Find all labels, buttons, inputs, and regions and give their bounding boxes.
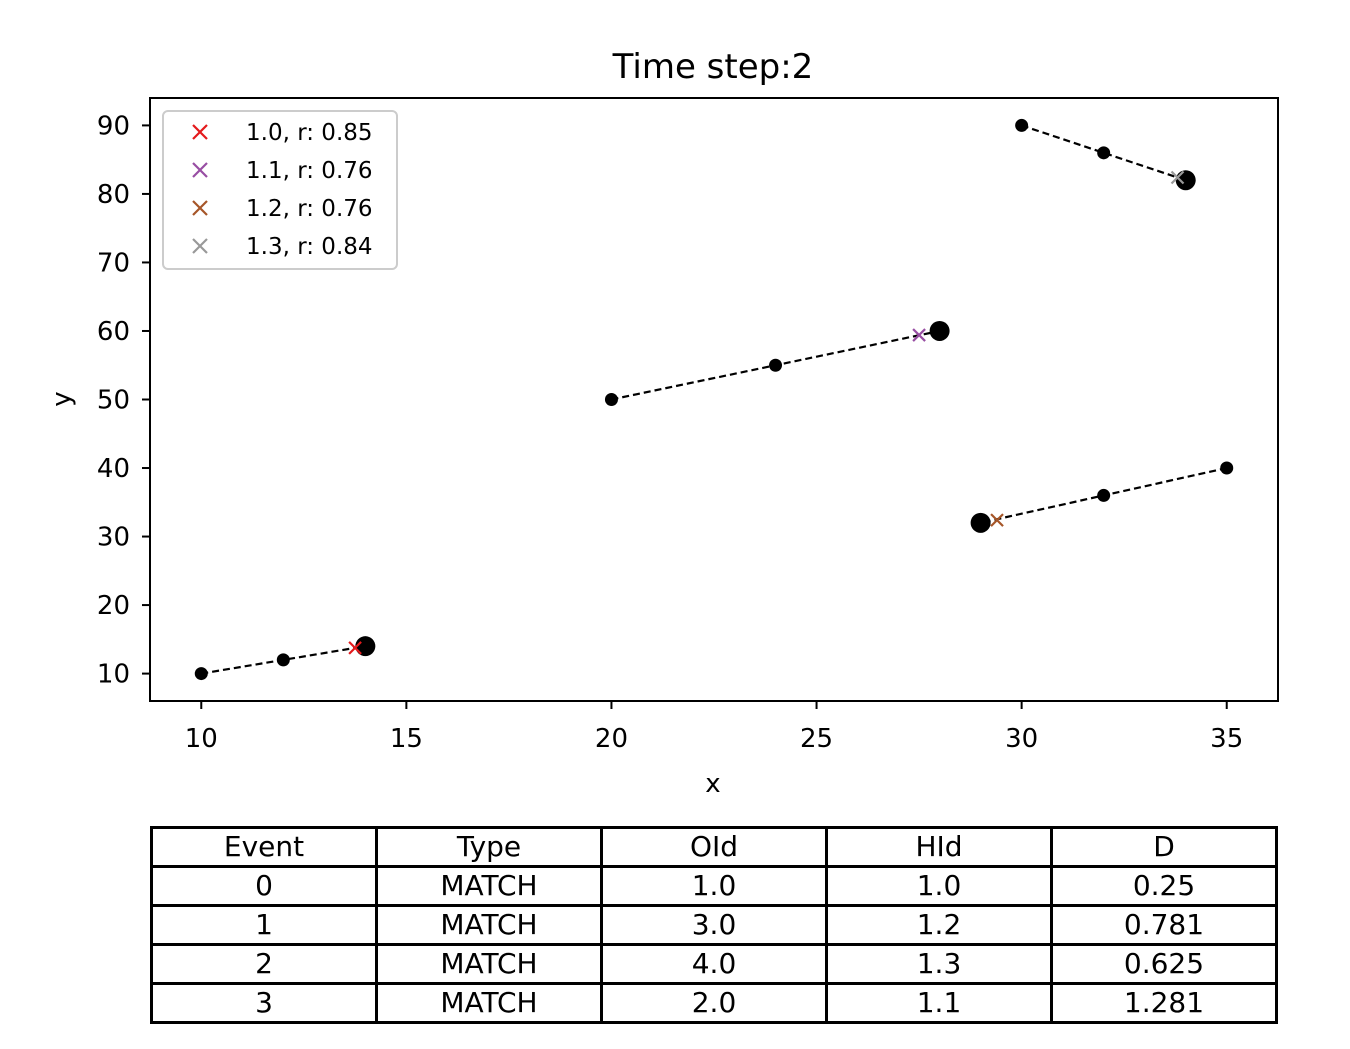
table-header-cell: D bbox=[1050, 826, 1278, 868]
track-point bbox=[1220, 461, 1234, 475]
x-axis-label: x bbox=[705, 769, 720, 799]
plot-frame bbox=[149, 97, 1279, 702]
table-cell: 0 bbox=[150, 865, 378, 907]
x-tick-label: 25 bbox=[800, 724, 833, 754]
legend-label: 1.3, r: 0.84 bbox=[246, 234, 373, 260]
table-cell: 0.625 bbox=[1050, 943, 1278, 985]
x-tick-label: 30 bbox=[1005, 724, 1038, 754]
y-tick-label: 70 bbox=[97, 248, 130, 278]
track-point bbox=[769, 358, 783, 372]
table-cell: 3.0 bbox=[600, 904, 828, 946]
y-tick-label: 50 bbox=[97, 386, 130, 416]
chart: Time step:2 x y 10 15 20 25 30 35 10 20 30 40 50 6… bbox=[47, 47, 1279, 799]
table-row: 1 MATCH 3.0 1.2 0.781 bbox=[150, 904, 1278, 946]
legend: 1.0, r: 0.85 1.1, r: 0.76 1.2, r: 0.76 1.3,… bbox=[162, 110, 398, 270]
chart-title: Time step:2 bbox=[612, 47, 814, 87]
table-header-cell: Event bbox=[150, 826, 378, 868]
table-row: 0 MATCH 1.0 1.0 0.25 bbox=[150, 865, 1278, 907]
y-tick-label: 80 bbox=[97, 180, 130, 210]
table-cell: 1.3 bbox=[825, 943, 1053, 985]
track-point bbox=[604, 393, 618, 406]
table-cell: 1.0 bbox=[825, 865, 1053, 907]
y-tick-label: 20 bbox=[97, 591, 130, 621]
table-header-cell: Type bbox=[375, 826, 603, 868]
legend-box bbox=[162, 110, 398, 270]
y-tick-label: 30 bbox=[97, 523, 130, 553]
x-tick-label: 35 bbox=[1210, 724, 1243, 754]
table-cell: MATCH bbox=[375, 904, 603, 946]
track-points bbox=[194, 118, 1234, 681]
legend-marker bbox=[192, 162, 208, 178]
y-tick-label: 60 bbox=[97, 317, 130, 347]
legend-label: 1.0, r: 0.85 bbox=[246, 120, 373, 146]
x-tick-label: 10 bbox=[185, 724, 218, 754]
x-tick-label: 20 bbox=[595, 724, 628, 754]
events-table: Event Type OId HId D 0 MATCH 1.0 1.0 0.2… bbox=[150, 826, 1278, 1024]
track-line bbox=[1021, 124, 1187, 182]
legend-marker bbox=[192, 124, 208, 140]
hypothesis-marker bbox=[912, 328, 926, 342]
legend-label: 1.1, r: 0.76 bbox=[246, 158, 373, 184]
legend-marker bbox=[192, 200, 208, 216]
table-header-cell: OId bbox=[600, 826, 828, 868]
table-cell: 2 bbox=[150, 943, 378, 985]
y-axis-label: y bbox=[47, 391, 77, 406]
table-cell: 1.0 bbox=[600, 865, 828, 907]
table-cell: 0.781 bbox=[1050, 904, 1278, 946]
table-row: 3 MATCH 2.0 1.1 1.281 bbox=[150, 982, 1278, 1024]
y-axis-ticks: 10 20 30 40 50 60 70 80 90 bbox=[97, 111, 150, 690]
table-row: 2 MATCH 4.0 1.3 0.625 bbox=[150, 943, 1278, 985]
track-point bbox=[1097, 488, 1111, 502]
table-header-cell: HId bbox=[825, 826, 1053, 868]
y-tick-label: 90 bbox=[97, 111, 130, 141]
hypothesis-marker bbox=[348, 641, 362, 655]
track-point bbox=[194, 667, 208, 681]
hypothesis-markers bbox=[348, 170, 1185, 655]
track-point bbox=[1015, 118, 1029, 132]
x-axis-ticks: 10 15 20 25 30 35 bbox=[185, 701, 1243, 754]
track-point bbox=[1097, 146, 1111, 160]
y-tick-label: 10 bbox=[97, 660, 130, 690]
table-cell: 2.0 bbox=[600, 982, 828, 1024]
table-cell: 3 bbox=[150, 982, 378, 1024]
x-tick-label: 15 bbox=[390, 724, 423, 754]
hypothesis-marker bbox=[1170, 170, 1185, 185]
table-cell: 1.281 bbox=[1050, 982, 1278, 1024]
y-tick-label: 40 bbox=[97, 454, 130, 484]
table-cell: 0.25 bbox=[1050, 865, 1278, 907]
track-point bbox=[276, 653, 290, 667]
table-cell: 1.1 bbox=[825, 982, 1053, 1024]
table-header-row: Event Type OId HId D bbox=[150, 826, 1278, 868]
table-cell: MATCH bbox=[375, 865, 603, 907]
current-position-point bbox=[970, 512, 991, 533]
table-cell: 1.2 bbox=[825, 904, 1053, 946]
current-position-point bbox=[929, 320, 950, 341]
table-cell: 4.0 bbox=[600, 943, 828, 985]
table-cell: MATCH bbox=[375, 943, 603, 985]
table-cell: MATCH bbox=[375, 982, 603, 1024]
legend-label: 1.2, r: 0.76 bbox=[246, 196, 373, 222]
table-cell: 1 bbox=[150, 904, 378, 946]
hypothesis-marker bbox=[990, 513, 1004, 527]
legend-marker bbox=[192, 238, 208, 254]
